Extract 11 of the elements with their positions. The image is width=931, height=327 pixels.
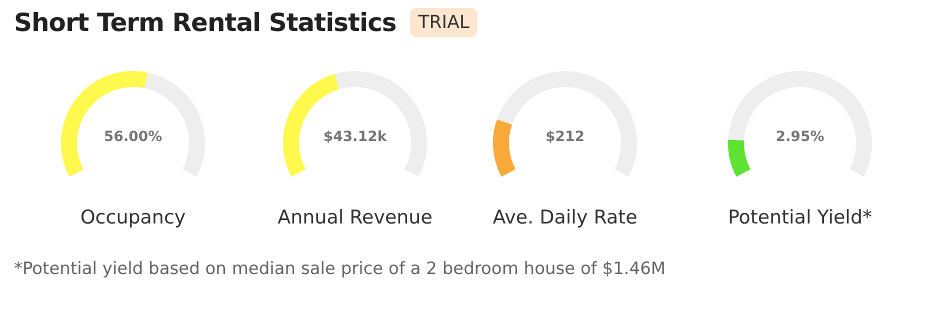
text: Ave. Daily Rate [492, 206, 638, 228]
text: Short Term Rental Statistics [14, 8, 396, 37]
text: *Potential yield based on median sale price of a 2 bedroom house of $1.46M [14, 259, 666, 279]
text: TRIAL [410, 8, 478, 37]
text: $43.12k [323, 129, 388, 145]
text: Potential Yield* [728, 206, 872, 228]
text: 2.95% [776, 129, 824, 145]
text: $212 [546, 129, 584, 145]
text: Annual Revenue [278, 206, 432, 228]
text: 56.00% [104, 129, 162, 145]
text: Occupancy [80, 206, 186, 228]
